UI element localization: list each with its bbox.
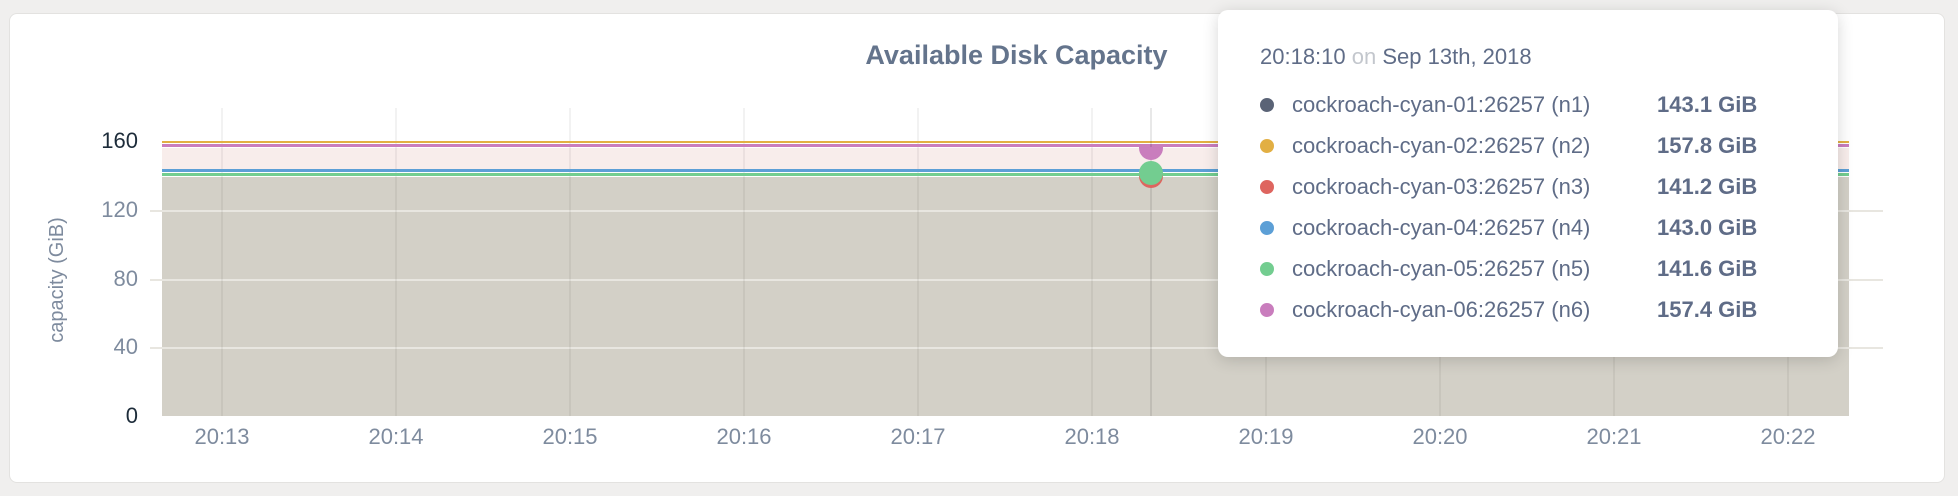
vertical-gridline (395, 108, 397, 416)
x-tick-label: 20:19 (1238, 424, 1294, 449)
y-tick-label: 160 (101, 128, 138, 153)
series-color-dot (1260, 97, 1274, 112)
node-capacity-value: 141.2 GiB (1657, 173, 1758, 199)
series-line-n4 (162, 169, 1849, 172)
x-tick-label: 20:17 (890, 424, 946, 449)
node-capacity-value: 157.4 GiB (1657, 296, 1758, 322)
node-label: cockroach-cyan-05:26257 (n5) (1292, 255, 1591, 281)
tooltip-date: Sep 13th, 2018 (1382, 44, 1532, 69)
series-color-dot (1260, 302, 1274, 317)
series-color-dot (1260, 220, 1274, 235)
tooltip-row: cockroach-cyan-06:26257 (n6) 157.4 GiB (1260, 289, 1802, 330)
vertical-gridline (743, 108, 745, 416)
x-tick-label: 20:14 (368, 424, 424, 449)
hover-guideline (1150, 108, 1152, 416)
tooltip-row: cockroach-cyan-05:26257 (n5) 141.6 GiB (1260, 248, 1802, 289)
tooltip-row: cockroach-cyan-04:26257 (n4) 143.0 GiB (1260, 207, 1802, 248)
x-tick-label: 20:21 (1586, 424, 1642, 449)
x-tick-label: 20:16 (716, 424, 772, 449)
y-tick-label: 0 (125, 403, 138, 428)
hover-marker-n5 (1139, 161, 1163, 185)
series-line-n5 (162, 173, 1849, 176)
vertical-gridline (917, 108, 919, 416)
node-label: cockroach-cyan-04:26257 (n4) (1292, 214, 1591, 240)
node-label: cockroach-cyan-02:26257 (n2) (1292, 132, 1591, 158)
node-capacity-value: 157.8 GiB (1657, 132, 1758, 158)
node-label: cockroach-cyan-06:26257 (n6) (1292, 296, 1591, 322)
node-capacity-value: 143.0 GiB (1657, 214, 1758, 240)
hover-marker-n6 (1139, 147, 1163, 160)
x-tick-label: 20:22 (1760, 424, 1816, 449)
node-capacity-value: 141.6 GiB (1657, 255, 1758, 281)
y-tick-label: 40 (113, 334, 138, 359)
x-tick-label: 20:15 (542, 424, 598, 449)
node-capacity-value: 143.1 GiB (1657, 91, 1758, 117)
tooltip-conjunction: on (1351, 44, 1377, 69)
node-label: cockroach-cyan-03:26257 (n3) (1292, 173, 1591, 199)
tooltip-row: cockroach-cyan-01:26257 (n1) 143.1 GiB (1260, 84, 1802, 125)
x-tick-label: 20:18 (1064, 424, 1120, 449)
series-color-dot (1260, 138, 1274, 153)
tooltip-row: cockroach-cyan-03:26257 (n3) 141.2 GiB (1260, 166, 1802, 207)
tooltip-rows: cockroach-cyan-01:26257 (n1) 143.1 GiB coc… (1260, 84, 1802, 330)
chart-title: Available Disk Capacity (865, 40, 1168, 70)
tooltip-time: 20:18:10 (1260, 44, 1346, 69)
vertical-gridline (221, 108, 223, 416)
tooltip-row: cockroach-cyan-02:26257 (n2) 157.8 GiB (1260, 125, 1802, 166)
y-tick-label: 80 (113, 266, 138, 291)
horizontal-gridline (150, 210, 1883, 212)
x-tick-label: 20:20 (1412, 424, 1468, 449)
tooltip-timestamp: 20:18:10 on Sep 13th, 2018 (1260, 40, 1802, 74)
vertical-gridline (1091, 108, 1093, 416)
node-label: cockroach-cyan-01:26257 (n1) (1292, 91, 1591, 117)
x-tick-label: 20:13 (194, 424, 250, 449)
horizontal-gridline (150, 347, 1883, 349)
series-line-n2 (162, 141, 1849, 143)
series-line-n6 (162, 144, 1849, 147)
series-color-dot (1260, 179, 1274, 194)
series-color-dot (1260, 261, 1274, 276)
chart-card: Available Disk Capacity capacity (GiB) 1… (9, 10, 1945, 483)
hover-tooltip: 20:18:10 on Sep 13th, 2018 cockroach-cya… (1218, 10, 1838, 357)
y-tick-label: 120 (101, 197, 138, 222)
horizontal-gridline (150, 279, 1883, 281)
vertical-gridline (569, 108, 571, 416)
